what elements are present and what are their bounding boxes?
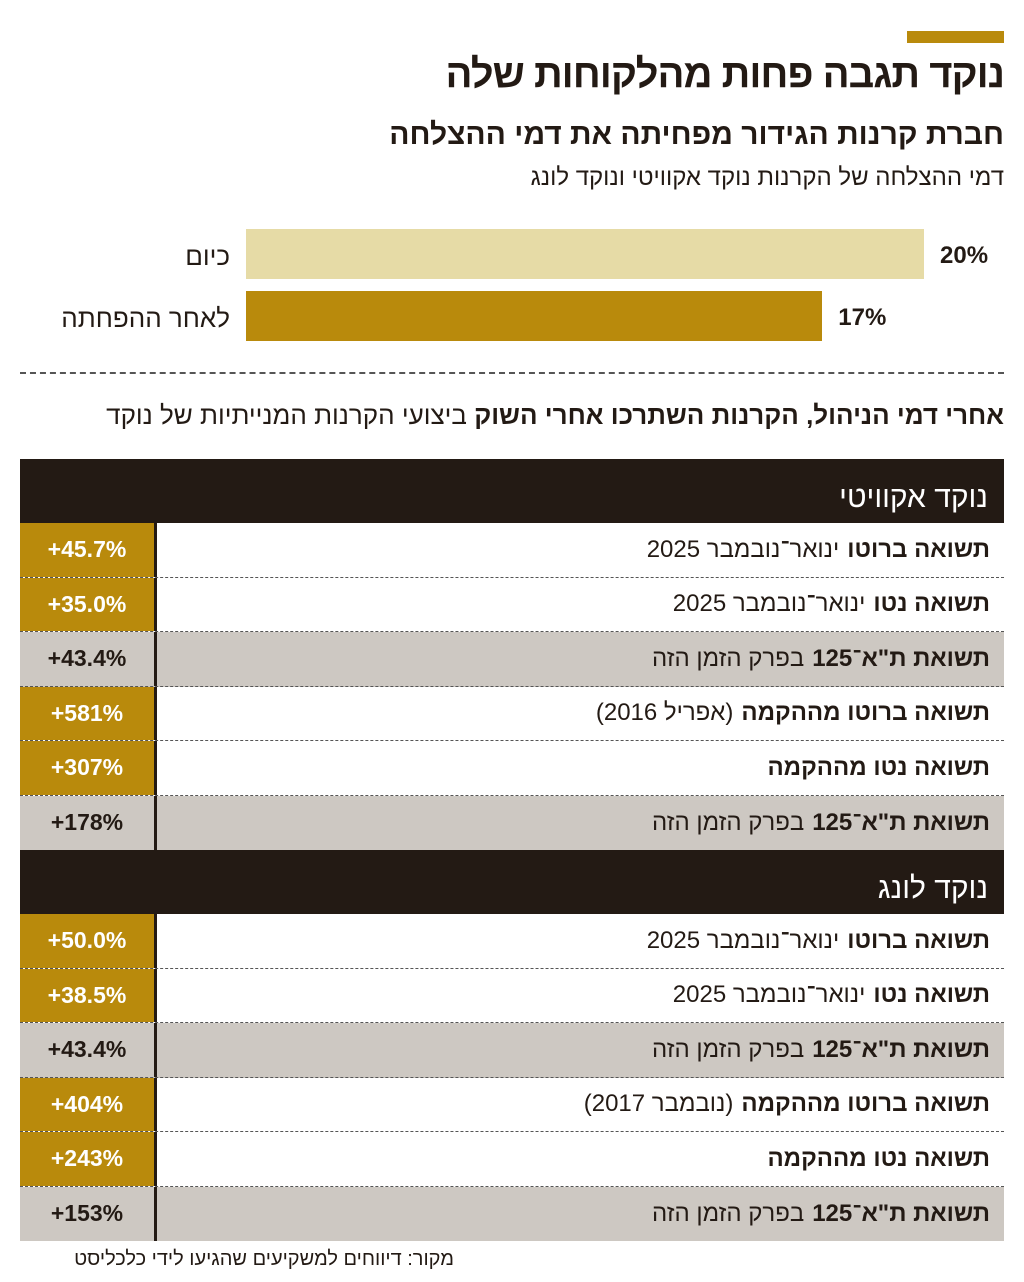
returns-table: נוקד אקוויטי +45.7% תשואה ברוטו ינואר־נובמב… [20,459,1004,1241]
row-label: תשואה נטו ינואר־נובמבר 2025 [157,969,1004,1023]
section-header: נוקד אקוויטי [20,459,1004,523]
row-label: תשואת ת"א־125 בפרק הזמן הזה [157,632,1004,686]
row-label: תשואת ת"א־125 בפרק הזמן הזה [157,1023,1004,1077]
row-value: +35.0% [20,577,157,631]
row-label-rest: בפרק הזמן הזה [651,808,805,836]
row-value: +581% [20,686,157,740]
row-value: +243% [20,1132,157,1186]
row-label-rest: ינואר־נובמבר 2025 [672,981,866,1009]
table-row: +581% תשואה ברוטו מההקמה (אפריל 2016) [20,686,1004,741]
row-label-bold: תשואה ברוטו [847,926,990,954]
row-label-bold: תשואת ת"א־125 [812,644,990,672]
bar-category-label: כיום [185,241,230,271]
row-label-bold: תשואה נטו מההקמה [767,1144,990,1172]
subtitle: חברת קרנות הגידור מפחיתה את דמי ההצלחה [389,118,1004,151]
row-value: +178% [20,795,157,850]
section-header: נוקד לונג [20,850,1004,914]
row-value: +43.4% [20,632,157,686]
row-label-bold: תשואה ברוטו [847,535,990,563]
table-row: +43.4% תשואת ת"א־125 בפרק הזמן הזה [20,632,1004,687]
table-row: +50.0% תשואה ברוטו ינואר־נובמבר 2025 [20,914,1004,969]
row-label-rest: (נובמבר 2017) [583,1090,734,1118]
table-row: +243% תשואה נטו מההקמה [20,1132,1004,1187]
row-label-rest: ינואר־נובמבר 2025 [672,590,866,618]
bar [246,291,823,341]
table-row: +45.7% תשואה ברוטו ינואר־נובמבר 2025 [20,523,1004,578]
row-label: תשואת ת"א־125 בפרק הזמן הזה [157,796,1004,851]
table-title: אחרי דמי הניהול, הקרנות השתרכו אחרי השוק… [106,400,1004,431]
row-label: תשואה ברוטו מההקמה (אפריל 2016) [157,687,1004,741]
row-label-rest: בפרק הזמן הזה [651,644,805,672]
table-row: +35.0% תשואה נטו ינואר־נובמבר 2025 [20,577,1004,632]
row-label-bold: תשואת ת"א־125 [812,1199,990,1227]
bar-value-label: 17% [838,304,887,331]
bar-value-label: 20% [940,242,989,269]
row-label-bold: תשואה נטו מההקמה [767,753,990,781]
row-label-bold: תשואה ברוטו מההקמה [741,699,990,727]
row-label-rest: ינואר־נובמבר 2025 [646,926,840,954]
row-value: +38.5% [20,968,157,1022]
source-note: מקור: דיווחים למשקיעים שהגיעו לידי כלכלי… [74,1248,454,1270]
row-label: תשואה נטו מההקמה [157,1132,1004,1186]
table-title-rest: ביצועי הקרנות המנייתיות של נוקד [106,400,467,430]
table-row: +38.5% תשואה נטו ינואר־נובמבר 2025 [20,968,1004,1023]
row-value: +43.4% [20,1023,157,1077]
row-label-bold: תשואת ת"א־125 [812,1035,990,1063]
row-label: תשואה ברוטו ינואר־נובמבר 2025 [157,523,1004,577]
row-label: תשואה ברוטו ינואר־נובמבר 2025 [157,914,1004,968]
bar-category-label: לאחר ההפחתה [61,303,230,333]
row-label-rest: בפרק הזמן הזה [651,1035,805,1063]
table-row: +178% תשואת ת"א־125 בפרק הזמן הזה [20,795,1004,851]
row-label-rest: בפרק הזמן הזה [651,1199,805,1227]
table-title-bold: אחרי דמי הניהול, הקרנות השתרכו אחרי השוק [474,400,1004,430]
accent-bar [907,31,1004,43]
row-label-rest: ינואר־נובמבר 2025 [646,535,840,563]
row-value: +45.7% [20,523,157,577]
row-value: +404% [20,1077,157,1131]
row-label: תשואת ת"א־125 בפרק הזמן הזה [157,1187,1004,1242]
chart-note: דמי ההצלחה של הקרנות נוקד אקוויטי ונוקד … [530,164,1004,191]
row-label-bold: תשואת ת"א־125 [812,808,990,836]
bar [246,229,924,279]
page-title: נוקד תגבה פחות מהלקוחות שלה [445,52,1005,96]
row-label: תשואה נטו מההקמה [157,741,1004,795]
row-label-rest: (אפריל 2016) [595,699,734,727]
row-label-bold: תשואה ברוטו מההקמה [741,1090,990,1118]
row-label-bold: תשואה נטו [873,981,990,1009]
table-row: +43.4% תשואת ת"א־125 בפרק הזמן הזה [20,1023,1004,1078]
table-row: +307% תשואה נטו מההקמה [20,741,1004,796]
row-label: תשואה ברוטו מההקמה (נובמבר 2017) [157,1078,1004,1132]
table-row: +404% תשואה ברוטו מההקמה (נובמבר 2017) [20,1077,1004,1132]
row-label-bold: תשואה נטו [873,590,990,618]
row-label: תשואה נטו ינואר־נובמבר 2025 [157,578,1004,632]
table-row: +153% תשואת ת"א־125 בפרק הזמן הזה [20,1186,1004,1242]
row-value: +50.0% [20,914,157,968]
divider [20,372,1004,374]
row-value: +307% [20,741,157,795]
row-value: +153% [20,1186,157,1241]
